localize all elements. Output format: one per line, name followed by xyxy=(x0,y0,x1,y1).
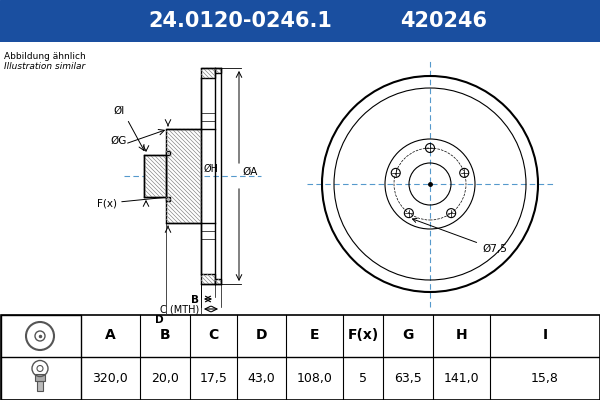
Text: ØE: ØE xyxy=(174,164,188,174)
Text: 141,0: 141,0 xyxy=(443,372,479,385)
Bar xyxy=(215,68,221,73)
Text: ØH: ØH xyxy=(204,164,219,174)
Text: I: I xyxy=(542,328,547,342)
Text: 24.0120-0246.1: 24.0120-0246.1 xyxy=(148,11,332,31)
Text: G: G xyxy=(402,328,413,342)
Text: ØA: ØA xyxy=(242,167,257,177)
Text: B: B xyxy=(160,328,170,342)
Bar xyxy=(37,380,43,390)
Text: Ø7,5: Ø7,5 xyxy=(412,218,507,254)
Text: 15,8: 15,8 xyxy=(531,372,559,385)
Text: 320,0: 320,0 xyxy=(92,372,128,385)
Text: B: B xyxy=(191,295,199,305)
Text: F(x): F(x) xyxy=(97,199,117,209)
Text: C (MTH): C (MTH) xyxy=(160,305,199,315)
Text: 63,5: 63,5 xyxy=(394,372,421,385)
Text: 5: 5 xyxy=(359,372,367,385)
Bar xyxy=(166,197,170,201)
Bar xyxy=(201,274,215,284)
Text: A: A xyxy=(105,328,116,342)
Text: 420246: 420246 xyxy=(401,11,487,31)
Bar xyxy=(166,129,201,223)
Text: C: C xyxy=(209,328,219,342)
Text: D: D xyxy=(155,315,164,325)
Bar xyxy=(144,155,166,197)
Text: 108,0: 108,0 xyxy=(296,372,332,385)
Text: D: D xyxy=(256,328,267,342)
Text: ØI: ØI xyxy=(113,106,125,116)
Text: H: H xyxy=(455,328,467,342)
Text: 43,0: 43,0 xyxy=(248,372,275,385)
Bar xyxy=(35,374,45,380)
Bar xyxy=(201,68,215,78)
Text: Illustration similar: Illustration similar xyxy=(4,62,85,71)
Bar xyxy=(1,314,80,400)
Bar xyxy=(166,151,170,155)
Text: 20,0: 20,0 xyxy=(151,372,179,385)
Text: Abbildung ähnlich: Abbildung ähnlich xyxy=(4,52,86,61)
Text: ØG: ØG xyxy=(111,136,127,146)
Bar xyxy=(215,279,221,284)
Text: 17,5: 17,5 xyxy=(200,372,227,385)
Text: F(x): F(x) xyxy=(347,328,379,342)
Text: E: E xyxy=(310,328,319,342)
